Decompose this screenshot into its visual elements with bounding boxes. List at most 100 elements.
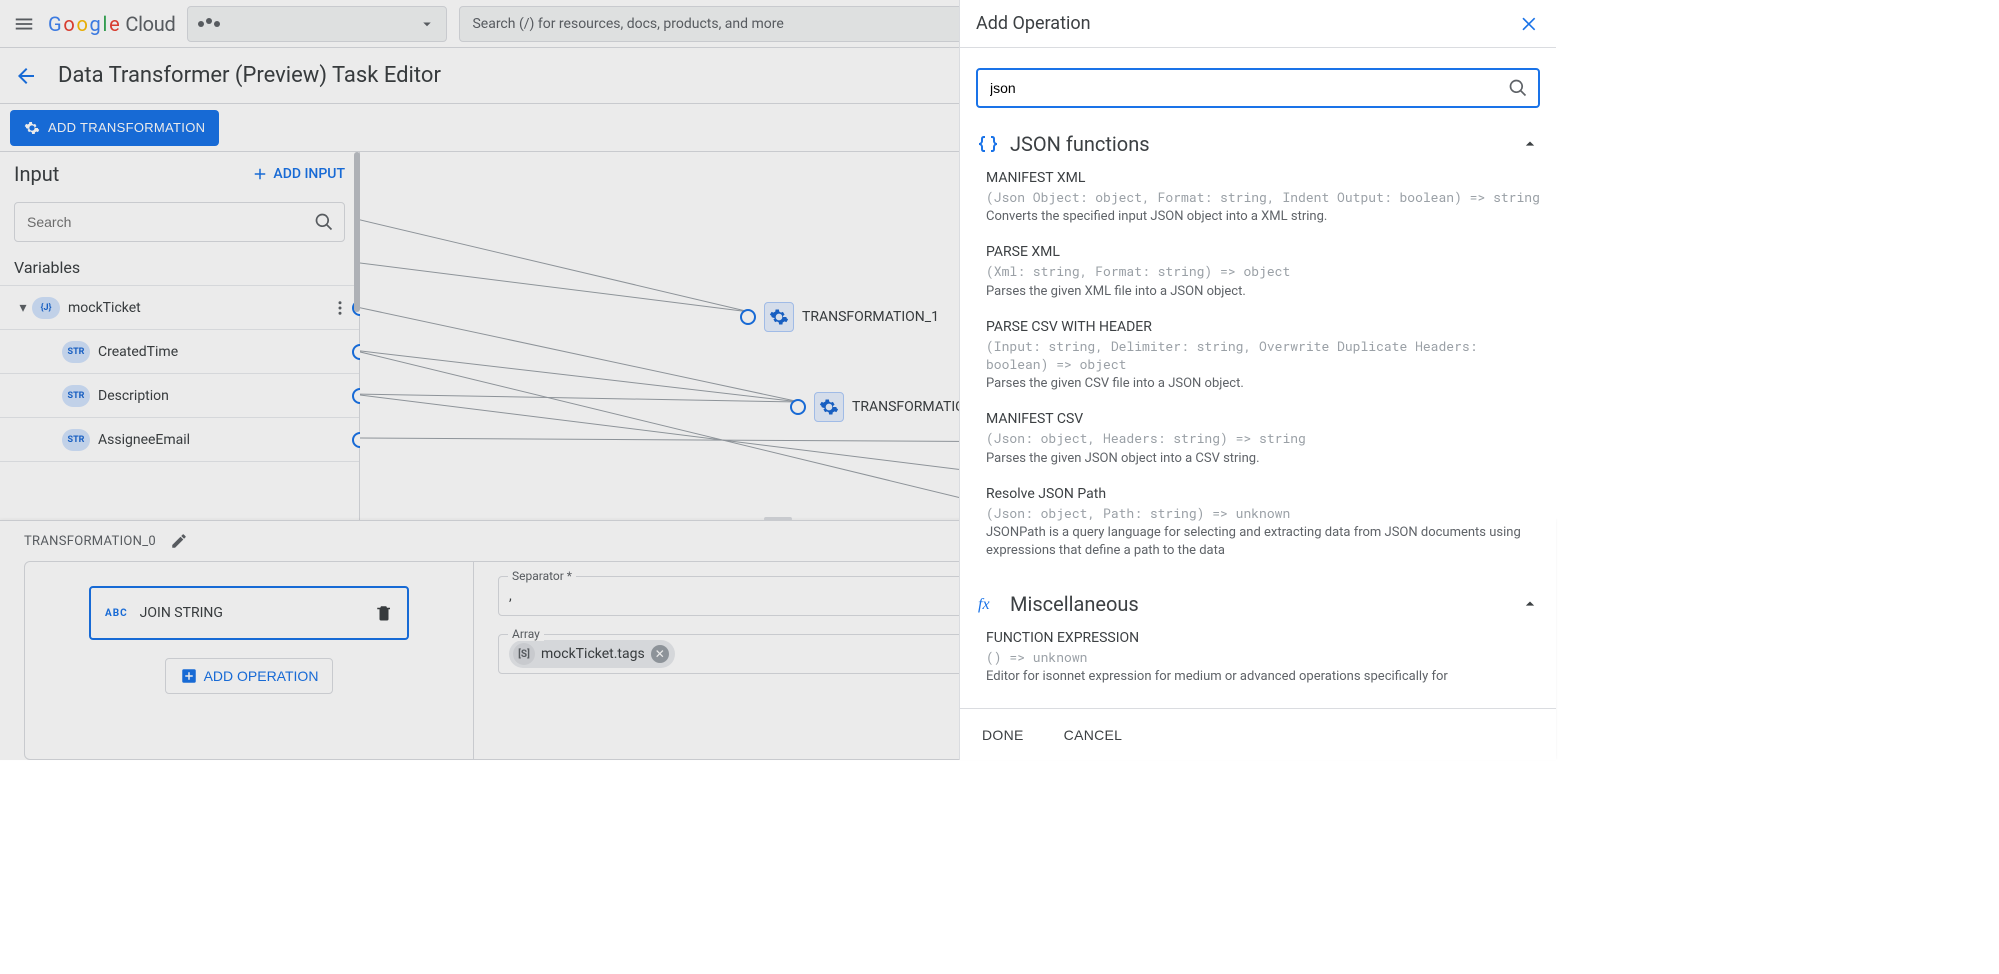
project-picker[interactable] <box>187 6 447 42</box>
transformation-node-1[interactable]: TRANSFORMATION_1 <box>740 302 939 332</box>
function-signature: (Json Object: object, Format: string, In… <box>986 188 1540 206</box>
variable-root[interactable]: ▾ {J} mockTicket <box>0 286 359 330</box>
chevron-down-icon[interactable]: ▾ <box>14 300 32 316</box>
operation-column: ABC JOIN STRING ADD OPERATION <box>24 561 474 760</box>
function-description: Parses the given CSV file into a JSON ob… <box>986 375 1540 393</box>
add-transformation-button[interactable]: ADD TRANSFORMATION <box>10 110 219 146</box>
function-group: JSON functions MANIFEST XML (Json Object… <box>976 128 1540 568</box>
page-title: Data Transformer (Preview) Task Editor <box>58 63 441 88</box>
variables-tree: ▾ {J} mockTicket STR CreatedTime STR Des… <box>0 285 359 462</box>
function-description: Parses the given JSON object into a CSV … <box>986 450 1540 468</box>
separator-label: Separator * <box>508 569 576 583</box>
variable-child[interactable]: STR Description <box>0 374 359 418</box>
function-name: Resolve JSON Path <box>986 486 1540 502</box>
function-name: FUNCTION EXPRESSION <box>986 630 1540 646</box>
search-placeholder: Search (/) for resources, docs, products… <box>472 16 783 32</box>
variables-search-input[interactable] <box>25 213 314 231</box>
function-name: PARSE XML <box>986 244 1540 260</box>
transformation-node-2[interactable]: TRANSFORMATIO <box>790 392 965 422</box>
function-item[interactable]: Resolve JSON Path (Json: object, Path: s… <box>976 476 1540 569</box>
function-group: fx Miscellaneous FUNCTION EXPRESSION () … <box>976 588 1540 694</box>
chevron-down-icon <box>418 15 436 33</box>
drawer-search-input[interactable] <box>988 79 1508 97</box>
drawer-title: Add Operation <box>976 13 1091 34</box>
google-cloud-logo[interactable]: Google Cloud <box>48 12 175 36</box>
close-icon[interactable] <box>1520 14 1540 34</box>
function-description: Editor for isonnet expression for medium… <box>986 668 1540 686</box>
function-signature: (Json: object, Headers: string) => strin… <box>986 429 1540 447</box>
chevron-up-icon <box>1520 594 1540 614</box>
add-input-button[interactable]: ADD INPUT <box>251 165 345 183</box>
variables-label: Variables <box>0 258 359 285</box>
variable-child[interactable]: STR CreatedTime <box>0 330 359 374</box>
cancel-button[interactable]: CANCEL <box>1058 726 1129 744</box>
input-title: Input <box>14 162 59 186</box>
chip-type-icon: [S] <box>513 643 535 665</box>
delete-icon[interactable] <box>375 604 393 622</box>
operation-name: JOIN STRING <box>140 605 223 621</box>
operation-card[interactable]: ABC JOIN STRING <box>89 586 409 640</box>
plus-box-icon <box>180 667 198 685</box>
gear-chip-icon <box>814 392 844 422</box>
input-port[interactable] <box>790 399 806 415</box>
chip-text: mockTicket.tags <box>541 646 645 662</box>
edit-icon[interactable] <box>170 532 188 550</box>
braces-icon <box>976 132 1000 156</box>
add-operation-label: ADD OPERATION <box>204 668 319 684</box>
type-pill-json: {J} <box>32 297 60 319</box>
drag-handle[interactable] <box>764 517 792 521</box>
function-item[interactable]: FUNCTION EXPRESSION () => unknown Editor… <box>976 620 1540 694</box>
function-item[interactable]: PARSE XML (Xml: string, Format: string) … <box>976 234 1540 308</box>
function-description: JSONPath is a query language for selecti… <box>986 524 1540 560</box>
back-arrow-icon[interactable] <box>14 64 38 88</box>
gear-icon <box>24 120 40 136</box>
variable-name: Description <box>98 388 169 404</box>
function-signature: (Json: object, Path: string) => unknown <box>986 504 1540 522</box>
add-input-label: ADD INPUT <box>273 166 345 182</box>
add-operation-button[interactable]: ADD OPERATION <box>165 658 334 694</box>
function-name: PARSE CSV WITH HEADER <box>986 319 1540 335</box>
type-pill-str: STR <box>62 341 90 363</box>
add-operation-drawer: Add Operation JSON functions MANIFEST XM… <box>960 0 1556 760</box>
operation-type-icon: ABC <box>105 608 128 619</box>
variable-child[interactable]: STR AssigneeEmail <box>0 418 359 462</box>
search-icon <box>314 212 334 232</box>
variable-name: CreatedTime <box>98 344 178 360</box>
chip-remove-icon[interactable]: ✕ <box>651 645 669 663</box>
type-pill-str: STR <box>62 429 90 451</box>
function-signature: () => unknown <box>986 648 1540 666</box>
variable-name: AssigneeEmail <box>98 432 190 448</box>
function-name: MANIFEST CSV <box>986 411 1540 427</box>
group-title: JSON functions <box>1010 132 1510 156</box>
group-title: Miscellaneous <box>1010 592 1510 616</box>
array-chip[interactable]: [S] mockTicket.tags ✕ <box>509 640 675 668</box>
more-icon[interactable] <box>331 299 349 317</box>
function-item[interactable]: MANIFEST CSV (Json: object, Headers: str… <box>976 401 1540 475</box>
group-header[interactable]: fx Miscellaneous <box>976 588 1540 620</box>
function-signature: (Input: string, Delimiter: string, Overw… <box>986 337 1540 373</box>
hamburger-menu-icon[interactable] <box>12 12 36 36</box>
group-header[interactable]: JSON functions <box>976 128 1540 160</box>
plus-icon <box>251 165 269 183</box>
search-icon <box>1508 78 1528 98</box>
drawer-search[interactable] <box>976 68 1540 108</box>
array-label: Array <box>508 627 544 641</box>
project-icon <box>198 21 220 27</box>
function-item[interactable]: PARSE CSV WITH HEADER (Input: string, De… <box>976 309 1540 402</box>
variable-name: mockTicket <box>68 300 141 316</box>
separator-value: , <box>509 588 512 604</box>
gear-chip-icon <box>764 302 794 332</box>
bottom-title: TRANSFORMATION_0 <box>24 534 156 549</box>
variables-search[interactable] <box>14 202 345 242</box>
function-signature: (Xml: string, Format: string) => object <box>986 262 1540 280</box>
type-pill-str: STR <box>62 385 90 407</box>
input-port[interactable] <box>740 309 756 325</box>
function-description: Converts the specified input JSON object… <box>986 208 1540 226</box>
fx-icon: fx <box>976 592 1000 616</box>
function-item[interactable]: MANIFEST XML (Json Object: object, Forma… <box>976 160 1540 234</box>
chevron-up-icon <box>1520 134 1540 154</box>
done-button[interactable]: DONE <box>976 726 1030 744</box>
function-description: Parses the given XML file into a JSON ob… <box>986 283 1540 301</box>
add-transformation-label: ADD TRANSFORMATION <box>48 120 205 135</box>
svg-text:fx: fx <box>978 596 990 613</box>
